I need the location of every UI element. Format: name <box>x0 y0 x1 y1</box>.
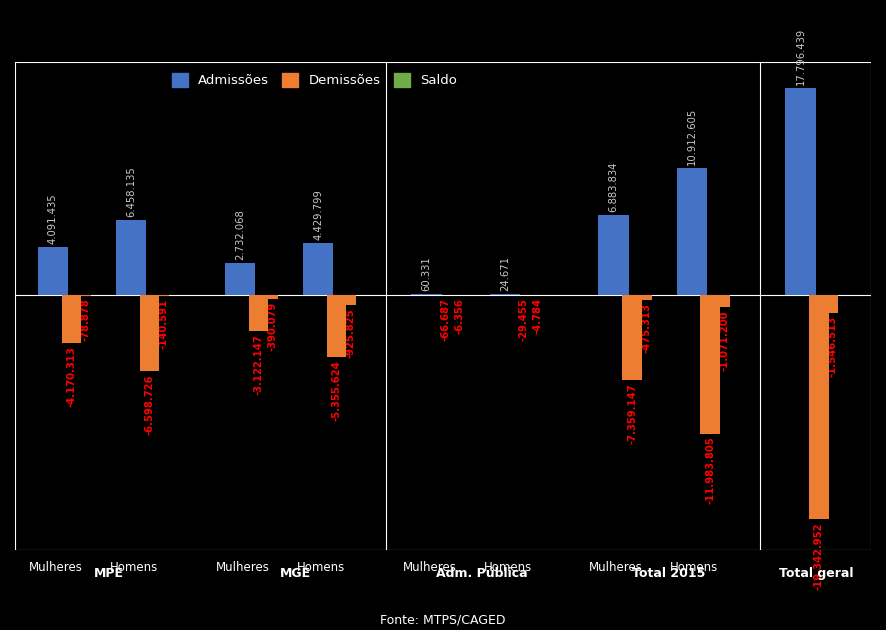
Bar <box>225 263 255 295</box>
Text: -390.079: -390.079 <box>268 302 277 352</box>
Text: -6.598.726: -6.598.726 <box>144 374 155 435</box>
Text: 10.912.605: 10.912.605 <box>687 108 696 165</box>
Text: -140.591: -140.591 <box>159 299 169 350</box>
Text: 4.429.799: 4.429.799 <box>313 189 323 240</box>
Bar <box>140 295 159 371</box>
Text: 24.671: 24.671 <box>500 256 510 291</box>
Bar <box>701 295 720 433</box>
Text: 4.091.435: 4.091.435 <box>48 193 58 244</box>
Text: -11.983.805: -11.983.805 <box>705 437 715 505</box>
Bar <box>785 88 816 295</box>
Text: MGE: MGE <box>280 566 311 580</box>
Text: Fonte: MTPS/CAGED: Fonte: MTPS/CAGED <box>380 614 506 627</box>
Text: -19.342.952: -19.342.952 <box>814 522 824 590</box>
Bar <box>346 295 356 306</box>
Text: 2.732.068: 2.732.068 <box>235 209 245 260</box>
Bar <box>677 168 707 295</box>
Text: -78.878: -78.878 <box>81 299 90 341</box>
Text: -1.546.513: -1.546.513 <box>828 316 838 377</box>
Text: -925.825: -925.825 <box>346 309 355 358</box>
Bar <box>267 295 278 299</box>
Text: MPE: MPE <box>93 566 123 580</box>
Bar <box>598 215 629 295</box>
Bar <box>828 295 838 312</box>
Text: -66.687: -66.687 <box>440 299 450 341</box>
Text: -1.071.200: -1.071.200 <box>719 310 729 370</box>
Text: -6.356: -6.356 <box>455 298 464 334</box>
Text: -29.455: -29.455 <box>518 298 528 341</box>
Bar <box>159 295 169 296</box>
Text: 60.331: 60.331 <box>422 256 431 291</box>
Text: -3.122.147: -3.122.147 <box>253 334 263 394</box>
Bar <box>809 295 828 519</box>
Text: 6.883.834: 6.883.834 <box>609 161 618 212</box>
Bar <box>641 295 651 300</box>
Bar <box>719 295 730 307</box>
Text: 6.458.135: 6.458.135 <box>126 166 136 217</box>
Bar <box>116 220 146 295</box>
Bar <box>327 295 346 357</box>
Text: -7.359.147: -7.359.147 <box>627 383 637 444</box>
Legend: Admissões, Demissões, Saldo: Admissões, Demissões, Saldo <box>168 69 462 91</box>
Bar <box>303 243 333 295</box>
Text: Adm. Pública: Adm. Pública <box>436 566 528 580</box>
Text: -475.313: -475.313 <box>641 303 651 353</box>
Text: Total geral: Total geral <box>780 566 854 580</box>
Text: -5.355.624: -5.355.624 <box>331 360 341 421</box>
Bar <box>411 294 442 295</box>
Bar <box>249 295 268 331</box>
Text: 17.796.439: 17.796.439 <box>796 28 805 85</box>
Text: -4.170.313: -4.170.313 <box>66 346 76 407</box>
Bar <box>62 295 82 343</box>
Text: -4.784: -4.784 <box>532 298 542 334</box>
Bar <box>38 247 68 295</box>
Bar <box>622 295 641 380</box>
Text: Total 2015: Total 2015 <box>633 566 705 580</box>
